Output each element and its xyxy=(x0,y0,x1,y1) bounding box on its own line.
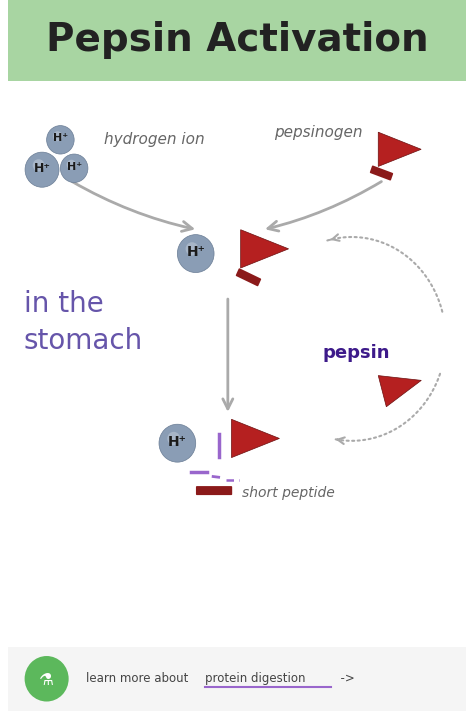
Polygon shape xyxy=(378,375,421,407)
Text: H⁺: H⁺ xyxy=(186,245,205,260)
Circle shape xyxy=(25,656,69,702)
Circle shape xyxy=(186,242,199,255)
Circle shape xyxy=(33,159,45,171)
Text: learn more about: learn more about xyxy=(86,673,192,685)
FancyBboxPatch shape xyxy=(236,268,261,287)
Polygon shape xyxy=(241,230,289,268)
Text: ⚗: ⚗ xyxy=(39,671,54,689)
Text: H⁺: H⁺ xyxy=(168,434,187,449)
Circle shape xyxy=(46,126,74,154)
Polygon shape xyxy=(231,419,279,458)
Circle shape xyxy=(60,154,88,183)
Text: hydrogen ion: hydrogen ion xyxy=(104,132,205,147)
Text: Pepsin Activation: Pepsin Activation xyxy=(46,21,428,59)
Bar xyxy=(8,0,466,80)
Text: ->: -> xyxy=(333,673,355,685)
Text: protein digestion: protein digestion xyxy=(205,673,305,685)
Circle shape xyxy=(167,432,180,445)
Circle shape xyxy=(159,424,196,462)
Circle shape xyxy=(177,235,214,272)
Text: H⁺: H⁺ xyxy=(34,162,51,175)
Polygon shape xyxy=(378,132,421,166)
Text: in the
stomach: in the stomach xyxy=(24,290,143,355)
Bar xyxy=(8,647,466,711)
Circle shape xyxy=(25,152,59,187)
Text: H⁺: H⁺ xyxy=(66,162,82,172)
Text: H⁺: H⁺ xyxy=(53,134,68,144)
FancyBboxPatch shape xyxy=(196,486,232,495)
Circle shape xyxy=(66,160,76,170)
Text: short peptide: short peptide xyxy=(242,486,334,500)
Text: pepsinogen: pepsinogen xyxy=(273,125,362,140)
Circle shape xyxy=(53,132,63,141)
FancyBboxPatch shape xyxy=(370,166,393,181)
Text: pepsin: pepsin xyxy=(322,344,390,362)
